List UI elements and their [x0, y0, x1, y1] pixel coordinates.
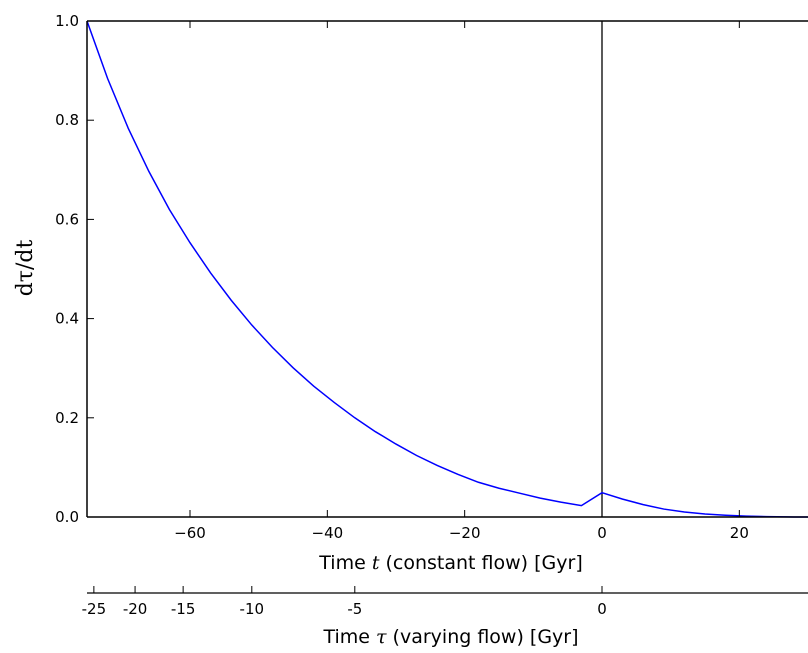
- x-axis-label-prefix: Time: [318, 552, 372, 574]
- y-tick-label: 0.0: [55, 508, 79, 526]
- x-tick-label: 20: [730, 524, 749, 542]
- secondary-x-tick-label: -10: [240, 600, 265, 618]
- x-axis-label-symbol: t: [372, 552, 380, 574]
- y-axis-label: dτ/dt: [13, 240, 38, 297]
- secondary-x-axis-label-prefix: Time: [322, 626, 376, 648]
- y-tick-label: 0.6: [55, 210, 79, 228]
- secondary-axes: -25 -20 -15 -10 -5 0: [82, 586, 808, 618]
- plot-area: [86, 20, 808, 518]
- secondary-x-tick-label: -20: [123, 600, 148, 618]
- secondary-x-tick-label: -15: [171, 600, 196, 618]
- series-line-0: [86, 20, 808, 518]
- x-tick-label: −60: [174, 524, 206, 542]
- y-tick-label: 0.4: [55, 310, 79, 328]
- y-tick-label: 0.8: [55, 111, 79, 129]
- x-axis-label: Time t (constant flow) [Gyr]: [318, 552, 582, 574]
- x-axis-label-suffix: (constant flow) [Gyr]: [379, 552, 582, 574]
- x-tick-label: 0: [597, 524, 607, 542]
- secondary-x-axis-label-suffix: (varying flow) [Gyr]: [387, 626, 579, 648]
- secondary-x-axis-label: Time τ (varying flow) [Gyr]: [322, 626, 578, 648]
- y-tick-label: 0.2: [55, 409, 79, 427]
- y-tick-label: 1.0: [55, 12, 79, 30]
- secondary-x-axis-label-symbol: τ: [376, 626, 387, 648]
- x-tick-label: −40: [312, 524, 344, 542]
- secondary-x-tick-label: 0: [597, 600, 607, 618]
- secondary-x-tick-label: -25: [82, 600, 107, 618]
- secondary-x-tick-label: -5: [347, 600, 362, 618]
- x-tick-label: −20: [449, 524, 481, 542]
- primary-axes: −60 −40 −20 0 20 0.0 0.2 0.4 0.6 0.8 1.0: [55, 12, 808, 542]
